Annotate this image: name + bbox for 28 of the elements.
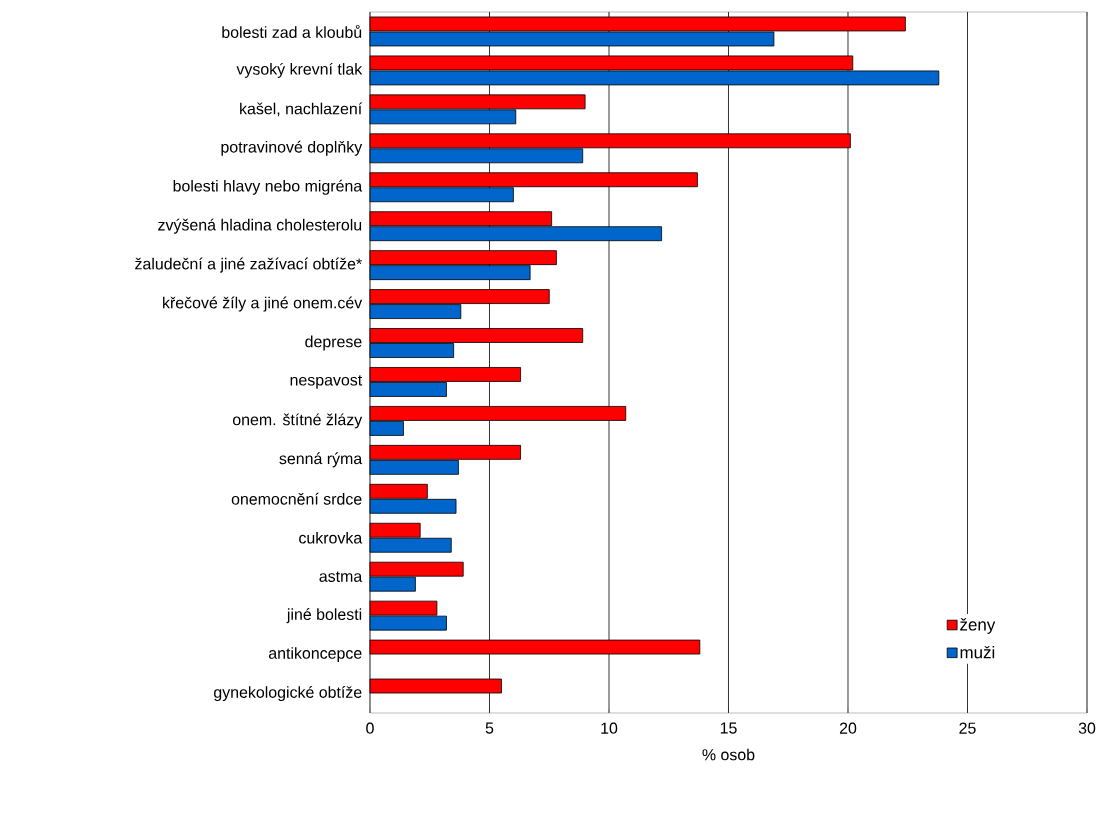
y-tick-label: bolesti hlavy nebo migréna: [173, 179, 363, 195]
y-tick-label: onemocnění srdce: [231, 492, 362, 505]
y-tick-label: bolesti zad a kloubů: [222, 24, 362, 38]
legend-label: ženy: [960, 618, 996, 634]
y-tick-label: senná rýma: [279, 452, 363, 468]
x-tick-label: 15: [720, 722, 737, 734]
y-tick-label: nespavost: [290, 375, 363, 389]
y-tick-label: křečové žíly a jiné onem.cév: [163, 296, 363, 312]
y-tick-label: deprese: [305, 335, 362, 351]
y-tick-label: astma: [319, 571, 363, 582]
x-tick-label: 0: [366, 722, 374, 734]
y-tick-label: gynekologické obtíže: [214, 686, 362, 702]
y-tick-label: kašel, nachlazení: [240, 102, 363, 117]
x-tick-label: 30: [1078, 722, 1096, 734]
x-axis-title: % osob: [702, 748, 755, 761]
y-tick-label: žaludeční a jiné zažívací obtíže*: [135, 257, 362, 273]
y-tick-label: potravinové doplňky: [221, 140, 363, 156]
legend-label: muži: [960, 645, 995, 659]
x-tick-label: 5: [485, 722, 494, 734]
x-tick-label: 20: [839, 722, 857, 734]
x-tick-label: 25: [959, 722, 976, 734]
y-tick-label: cukrovka: [299, 531, 363, 544]
y-tick-label: onem. štítné žlázy: [232, 413, 363, 429]
y-tick-label: antikoncepce: [268, 647, 362, 663]
y-tick-label: vysoký krevní tlak: [236, 62, 363, 78]
y-tick-label: jiné bolesti: [286, 608, 362, 624]
y-tick-label: zvýšená hladina cholesterolu: [158, 218, 362, 234]
x-tick-label: 10: [601, 722, 618, 734]
